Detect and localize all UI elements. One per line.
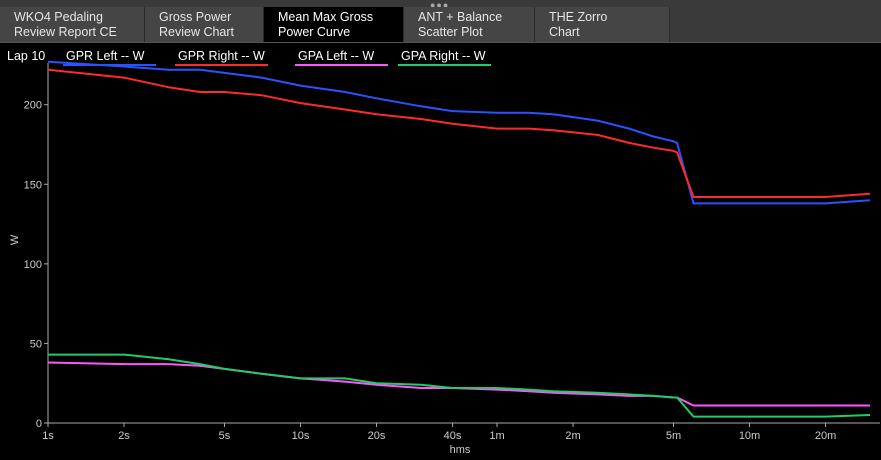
tab-wko4-pedaling[interactable]: WKO4 Pedaling Review Report CE [0,7,145,42]
tab-ant-balance[interactable]: ANT + Balance Scatter Plot [404,7,535,42]
x-tick-label: 10m [739,430,760,442]
tab-label-line2: Scatter Plot [418,25,483,39]
legend-label: GPR Left -- W [66,49,145,63]
tab-the-zorro[interactable]: THE Zorro Chart [535,7,670,42]
tab-bar: ●●● WKO4 Pedaling Review Report CE Gross P… [0,0,881,43]
tab-label-line1: Gross Power [159,10,232,24]
x-tick-label: 40s [444,430,462,442]
x-tick-label: 10s [292,430,310,442]
drag-handle-icon[interactable]: ●●● [430,0,450,10]
tab-label-line1: ANT + Balance [418,10,503,24]
x-tick-label: 20m [815,430,836,442]
legend-label: GPR Right -- W [178,49,265,63]
tab-mean-max-gross[interactable]: Mean Max Gross Power Curve [264,7,404,42]
tab-label-line2: Chart [549,25,580,39]
lap-label: Lap 10 [7,49,45,63]
x-tick-label: 5s [219,430,231,442]
power-curve-chart: Lap 10 GPR Left -- W GPR Right -- W GPA Lef… [7,49,880,456]
tab-label-line2: Review Report CE [14,25,117,39]
series-line-2 [47,361,870,407]
tab-label-line1: THE Zorro [549,10,608,24]
tab-gross-power[interactable]: Gross Power Review Chart [145,7,264,42]
y-tick-label: 0 [36,418,42,430]
tab-label-line1: WKO4 Pedaling [14,10,103,24]
x-tick-label: 2m [565,430,580,442]
x-axis-title: hms [450,444,471,456]
y-axis-title: W [9,234,21,245]
legend-label: GPA Left -- W [298,49,374,63]
tab-label-line1: Mean Max Gross [278,10,374,24]
x-tick-label: 20s [368,430,386,442]
y-tick-label: 50 [30,338,42,350]
x-tick-label: 2s [118,430,130,442]
series-line-3 [48,353,871,418]
series-line-1 [47,68,871,198]
tab-label-line2: Review Chart [159,25,235,39]
y-tick-label: 100 [24,259,42,271]
x-tick-label: 1s [42,430,54,442]
tab-label-line2: Power Curve [278,25,351,39]
legend-label: GPA Right -- W [401,49,486,63]
x-tick-label: 5m [666,430,681,442]
series-line-0 [47,60,871,205]
y-tick-label: 150 [24,179,42,191]
x-tick-label: 1m [489,430,504,442]
y-tick-label: 200 [24,100,42,112]
